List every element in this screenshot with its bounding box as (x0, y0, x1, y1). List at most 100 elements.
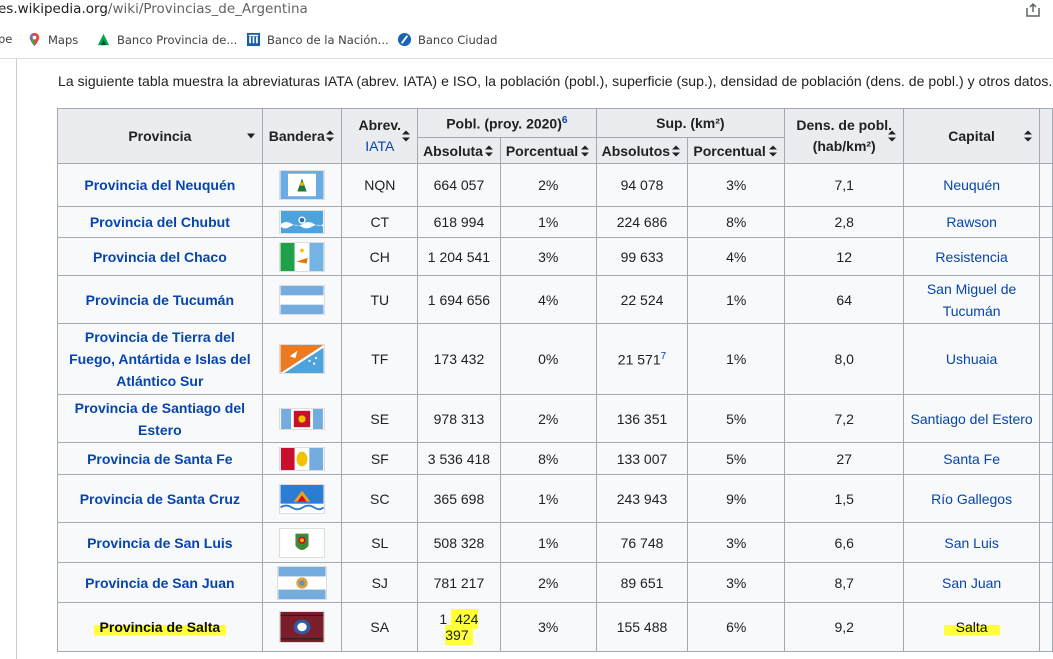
province-link[interactable]: Provincia de Tierra del Fuego, Antártida… (69, 329, 251, 389)
capital-link[interactable]: Neuquén (943, 177, 1001, 193)
province-link[interactable]: Provincia de San Juan (85, 574, 235, 591)
bookmark-pe[interactable]: pe (0, 32, 12, 46)
capital-link[interactable]: San Luis (944, 534, 999, 551)
flag-salta-icon[interactable] (279, 611, 326, 643)
flag-tucuman-icon[interactable] (279, 284, 326, 315)
cell-dens: 27 (784, 442, 905, 475)
capital-link[interactable]: Salta (943, 617, 1000, 637)
header-absolutos[interactable]: Absolutos (595, 137, 689, 164)
cell-pobl-pct: 3% (499, 602, 597, 652)
header-label: Provincia (128, 128, 192, 144)
header-porcentual-pobl[interactable]: Porcentual (499, 137, 597, 164)
header-dens[interactable]: Dens. de pobl. (hab/km²) (784, 108, 905, 164)
cell-capital: Salta (903, 602, 1040, 652)
flag-chaco-icon[interactable] (279, 241, 326, 272)
provinces-table: Provincia Bandera Abrev. IATA Pobl. (proy… (57, 108, 1053, 652)
ref-link[interactable]: 7 (660, 350, 667, 362)
cell-dens: 12 (784, 237, 905, 276)
cell-abrev: NQN (341, 163, 419, 207)
bookmarks-bar: pe Maps Banco Provincia de... Banco de l… (0, 27, 1053, 55)
cell-sup-abs: 136 351 (595, 394, 689, 443)
cell-pobl-pct: 0% (499, 323, 597, 395)
cell-sup-abs: 89 651 (595, 562, 689, 603)
province-link[interactable]: Provincia del Chubut (89, 214, 230, 230)
share-icon[interactable] (1025, 2, 1041, 18)
capital-link[interactable]: Ushuaia (945, 351, 998, 367)
capital-link[interactable]: Santiago del Estero (910, 410, 1033, 427)
intro-paragraph: La siguiente tabla muestra la abreviatur… (58, 73, 1053, 89)
capital-link[interactable]: Resistencia (935, 248, 1008, 265)
sort-icon[interactable] (769, 145, 778, 156)
bookmark-banco-provincia[interactable]: Banco Provincia de... (96, 32, 237, 47)
sort-icon[interactable] (484, 145, 493, 156)
province-link[interactable]: Provincia de Santa Cruz (79, 490, 240, 507)
province-link[interactable]: Provincia de Tucumán (85, 291, 235, 308)
bookmark-banco-ciudad[interactable]: Banco Ciudad (397, 32, 497, 47)
address-bar[interactable]: es.wikipedia.org/wiki/Provincias_de_Arge… (0, 0, 1053, 22)
capital-link[interactable]: San Miguel de Tucumán (926, 280, 1017, 319)
cell-pobl-abs: 508 328 (417, 522, 501, 563)
sort-icon[interactable] (402, 130, 411, 142)
header-capital[interactable]: Capital (903, 108, 1040, 164)
cell-pobl-abs: 1 424 397 (417, 602, 501, 652)
cell-abrev: TF (341, 323, 419, 395)
header-absoluta[interactable]: Absoluta (417, 137, 501, 164)
table-row: Provincia del Neuquén NQN 664 057 2% 94 … (57, 163, 1053, 207)
flag-santa-cruz-icon[interactable] (279, 483, 326, 514)
cell-pobl-pct: 1% (499, 474, 597, 523)
bookmark-banco-nacion[interactable]: Banco de la Nación... (246, 32, 389, 47)
province-link[interactable]: Provincia de Salta (93, 617, 227, 637)
ref-link[interactable]: 6 (561, 114, 568, 126)
cell-sup-pct: 1% (687, 275, 786, 324)
header-label: (hab/km²) (812, 138, 876, 154)
flag-san-juan-icon[interactable] (277, 565, 328, 600)
province-link[interactable]: Provincia de Santiago del Estero (74, 399, 246, 438)
flag-chubut-icon[interactable] (279, 210, 326, 234)
cell-pobl-pct: 1% (499, 522, 597, 563)
flag-tierra-del-fuego-icon[interactable] (279, 344, 326, 374)
cell-dens: 9,2 (784, 602, 905, 652)
flag-neuquen-icon[interactable] (279, 170, 326, 200)
flag-san-luis-icon[interactable] (279, 527, 326, 558)
capital-link[interactable]: Rawson (946, 214, 997, 230)
pobl-value-first: 1 (439, 611, 448, 627)
province-link[interactable]: Provincia de Santa Fe (87, 450, 233, 467)
maps-pin-icon (29, 32, 40, 47)
cell-dens: 8,7 (784, 562, 905, 603)
cell-pobl-abs: 1 694 656 (417, 275, 501, 324)
cell-dens: 1,5 (784, 474, 905, 523)
cell-pobl-abs: 365 698 (417, 474, 501, 523)
capital-link[interactable]: San Juan (942, 574, 1002, 591)
header-provincia[interactable]: Provincia (57, 108, 263, 164)
cell-next-column (1038, 442, 1053, 475)
header-bandera[interactable]: Bandera (261, 108, 343, 164)
province-link[interactable]: Provincia del Chaco (92, 248, 227, 265)
cell-next-column (1038, 323, 1053, 395)
province-link[interactable]: Provincia del Neuquén (84, 177, 236, 193)
flag-santa-fe-icon[interactable] (279, 446, 326, 471)
province-link[interactable]: Provincia de San Luis (87, 534, 233, 551)
flag-santiago-del-estero-icon[interactable] (279, 407, 326, 430)
iata-link[interactable]: IATA (365, 138, 395, 154)
capital-link[interactable]: Santa Fe (943, 450, 1001, 467)
cell-provincia: Provincia de Santa Cruz (57, 474, 263, 523)
cell-bandera (261, 562, 343, 603)
cell-pobl-abs: 1 204 541 (417, 237, 501, 276)
header-label: Sup. (km²) (656, 115, 725, 131)
sort-icon[interactable] (888, 130, 897, 142)
cell-bandera (261, 522, 343, 563)
sort-icon[interactable] (580, 145, 589, 156)
capital-link[interactable]: Río Gallegos (931, 490, 1013, 507)
bookmark-label: Banco Ciudad (418, 32, 498, 47)
sort-desc-icon[interactable] (246, 131, 255, 142)
url-text[interactable]: es.wikipedia.org/wiki/Provincias_de_Arge… (0, 1, 308, 17)
header-abrev[interactable]: Abrev. IATA (341, 108, 419, 164)
url-host: es.wikipedia.org (0, 1, 108, 17)
header-porcentual-sup[interactable]: Porcentual (687, 137, 786, 164)
cell-dens: 8,0 (784, 323, 905, 395)
sort-icon[interactable] (672, 145, 681, 156)
sort-icon[interactable] (326, 130, 335, 142)
bookmark-maps[interactable]: Maps (27, 32, 78, 47)
sort-icon[interactable] (1023, 130, 1032, 142)
cell-pobl-pct: 1% (499, 206, 597, 238)
